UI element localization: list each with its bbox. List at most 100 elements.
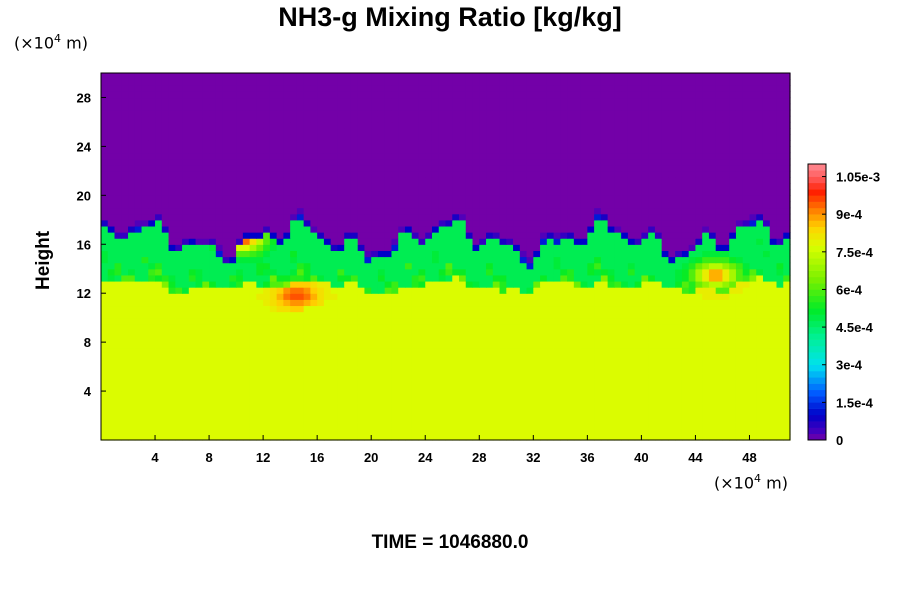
heatmap-cell: [742, 287, 751, 294]
heatmap-cell: [459, 299, 467, 307]
heatmap-cell: [188, 354, 197, 362]
heatmap-cell: [479, 262, 487, 270]
heatmap-cell: [155, 403, 163, 411]
heatmap-cell: [148, 274, 156, 282]
heatmap-cell: [364, 293, 372, 300]
heatmap-cell: [607, 293, 615, 300]
heatmap-cell: [708, 415, 717, 423]
heatmap-cell: [371, 250, 379, 258]
heatmap-cell: [229, 164, 237, 172]
heatmap-cell: [594, 250, 602, 258]
heatmap-cell: [513, 164, 521, 172]
heatmap-cell: [445, 238, 453, 245]
heatmap-cell: [161, 232, 170, 239]
heatmap-cell: [121, 152, 129, 160]
heatmap-cell: [384, 195, 393, 203]
heatmap-cell: [290, 342, 298, 349]
heatmap-cell: [546, 274, 555, 282]
heatmap-cell: [317, 366, 325, 374]
heatmap-cell: [459, 140, 467, 147]
heatmap-cell: [377, 378, 386, 386]
heatmap-cell: [263, 183, 271, 190]
heatmap-cell: [141, 238, 149, 245]
heatmap-cell: [594, 342, 602, 349]
heatmap-cell: [641, 305, 649, 313]
heatmap-cell: [418, 348, 426, 355]
heatmap-cell: [168, 268, 176, 276]
heatmap-cell: [276, 329, 284, 337]
heatmap-cell: [783, 409, 791, 417]
heatmap-cell: [749, 397, 757, 404]
heatmap-cell: [769, 274, 778, 282]
heatmap-cell: [553, 244, 561, 251]
heatmap-cell: [161, 403, 170, 411]
heatmap-cell: [438, 421, 447, 429]
heatmap-cell: [452, 225, 460, 233]
heatmap-cell: [404, 433, 413, 441]
heatmap-cell: [776, 360, 784, 368]
heatmap-cell: [310, 372, 318, 380]
heatmap-cell: [465, 391, 474, 398]
heatmap-cell: [445, 323, 453, 331]
heatmap-cell: [756, 403, 764, 411]
heatmap-cell: [587, 250, 595, 258]
heatmap-cell: [762, 305, 771, 313]
heatmap-cell: [134, 280, 143, 288]
heatmap-cell: [242, 360, 251, 368]
heatmap-cell: [141, 366, 149, 374]
heatmap-cell: [296, 336, 305, 343]
heatmap-cell: [695, 391, 703, 398]
heatmap-cell: [323, 317, 332, 325]
heatmap-cell: [161, 427, 170, 435]
heatmap-cell: [276, 323, 284, 331]
heatmap-cell: [459, 158, 467, 166]
heatmap-cell: [168, 280, 176, 288]
heatmap-cell: [222, 391, 230, 398]
heatmap-cell: [215, 421, 224, 429]
heatmap-cell: [695, 219, 703, 227]
heatmap-cell: [762, 397, 771, 404]
heatmap-cell: [418, 433, 426, 441]
heatmap-cell: [391, 305, 399, 313]
heatmap-cell: [472, 250, 480, 258]
heatmap-cell: [614, 140, 622, 147]
heatmap-cell: [661, 403, 670, 411]
heatmap-cell: [256, 329, 264, 337]
heatmap-cell: [114, 219, 122, 227]
heatmap-cell: [330, 403, 339, 411]
heatmap-cell: [411, 225, 420, 233]
heatmap-cell: [553, 250, 561, 258]
heatmap-cell: [391, 183, 399, 190]
heatmap-cell: [587, 433, 595, 441]
heatmap-cell: [236, 170, 244, 178]
heatmap-cell: [418, 164, 426, 172]
heatmap-cell: [452, 219, 460, 227]
heatmap-cell: [357, 268, 366, 276]
heatmap-cell: [756, 311, 764, 319]
heatmap-cell: [175, 256, 183, 264]
heatmap-cell: [729, 280, 737, 288]
heatmap-cell: [735, 176, 744, 184]
heatmap-cell: [431, 403, 440, 411]
heatmap-cell: [337, 317, 345, 325]
heatmap-cell: [182, 244, 190, 251]
heatmap-cell: [627, 170, 636, 178]
heatmap-cell: [425, 195, 433, 203]
heatmap-cell: [600, 164, 609, 172]
heatmap-cell: [431, 372, 440, 380]
heatmap-cell: [540, 360, 548, 368]
heatmap-cell: [242, 238, 251, 245]
heatmap-cell: [222, 323, 230, 331]
heatmap-cell: [506, 311, 514, 319]
heatmap-cell: [600, 280, 609, 288]
heatmap-cell: [242, 158, 251, 166]
heatmap-cell: [195, 256, 203, 264]
heatmap-cell: [708, 342, 717, 349]
heatmap-cell: [290, 287, 298, 294]
heatmap-cell: [499, 146, 507, 154]
heatmap-cell: [587, 427, 595, 435]
heatmap-cell: [614, 293, 622, 300]
heatmap-cell: [377, 360, 386, 368]
heatmap-cell: [621, 403, 629, 411]
heatmap-cell: [269, 170, 278, 178]
